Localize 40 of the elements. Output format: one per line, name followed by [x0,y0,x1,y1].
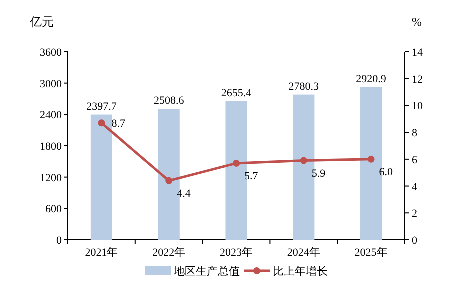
y2-tick-label: 0 [412,235,418,247]
data-label: 2397.7 [86,100,118,113]
y2-tick-label: 14 [412,47,424,59]
data-label: 2920.9 [356,73,387,86]
y2-tick-label: 8 [412,128,418,140]
y-tick-label: 1800 [40,141,62,153]
y2-tick-label: 4 [412,181,418,194]
y-tick-label: 0 [56,235,62,247]
point [368,156,375,163]
data-label: 5.9 [312,168,326,180]
y-tick-label: 2400 [40,110,62,122]
data-label: 8.7 [112,118,126,130]
x-tick-label: 2025年 [354,247,388,259]
y2-tick-label: 12 [412,74,423,86]
x-tick-label: 2022年 [152,247,186,259]
point [166,177,173,184]
data-label: 2655.4 [221,87,252,100]
x-tick-label: 2024年 [287,247,320,259]
bar [90,114,112,240]
y-tick-label: 600 [46,204,62,216]
y2-axis-title: % [412,15,422,29]
legend-label: 地区生产总值 [173,265,240,278]
data-label: 5.7 [244,170,259,182]
data-label: 6.0 [379,166,394,178]
point [98,120,106,127]
point [233,160,240,167]
point [300,157,308,164]
y-tick-label: 3600 [40,47,62,59]
legend-label: 比上年增长 [273,265,328,278]
x-tick-label: 2021年 [85,247,118,259]
y2-tick-label: 6 [412,154,418,166]
y-tick-label: 3000 [40,78,62,90]
data-label: 2508.6 [154,94,185,107]
data-label: 2780.3 [288,80,320,93]
data-label: 4.4 [177,188,192,200]
y2-tick-label: 2 [412,208,418,220]
y-tick-label: 1200 [40,172,62,184]
x-tick-label: 2023年 [220,247,253,259]
y2-tick-label: 10 [412,100,424,113]
y-axis-title: 亿元 [29,15,54,29]
